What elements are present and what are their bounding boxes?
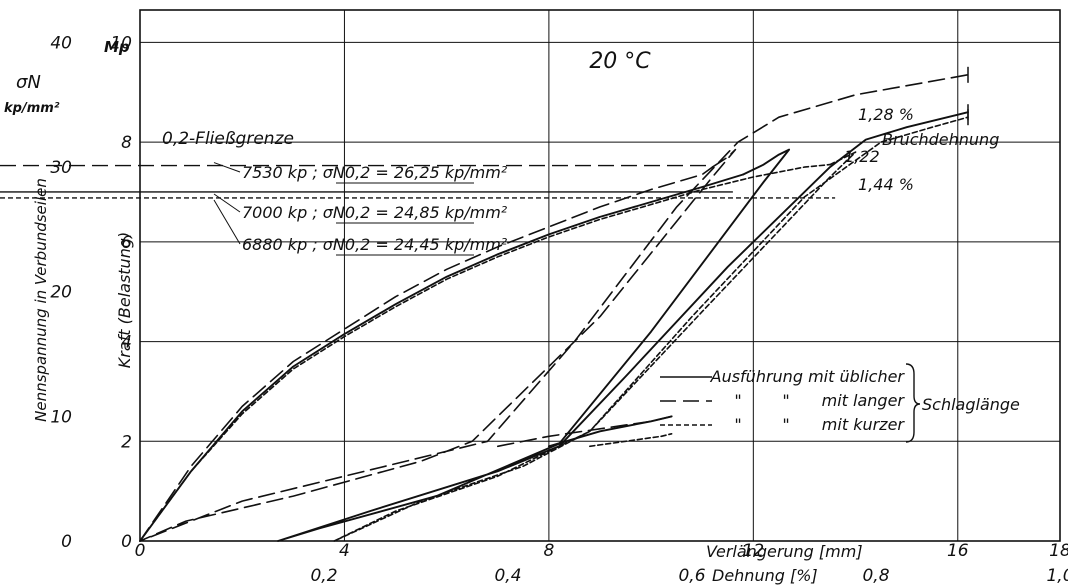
legend-text: Ausführung mit üblicher <box>710 367 906 386</box>
y-tick-label: 8 <box>121 133 132 153</box>
x-tick-label: 18 <box>1049 541 1068 561</box>
x-tick-label: 4 <box>339 541 350 561</box>
x2-axis-title: Dehnung [%] <box>712 566 818 585</box>
x-tick-label: 8 <box>543 541 554 561</box>
legend-text: mit kurzer <box>822 415 906 434</box>
yield-heading: 0,2-Fließgrenze <box>162 129 294 149</box>
y-tick-label: 6 <box>121 233 132 253</box>
y2-tick-label: 40 <box>50 33 72 53</box>
x2-tick-label: 0,2 <box>310 566 337 586</box>
yield-label: 6880 kp ; σN0,2 = 24,45 kp/mm² <box>242 235 508 254</box>
y-tick-label: 4 <box>121 333 132 353</box>
break-value-normal: 1,22 <box>844 147 880 166</box>
x-tick-label: 12 <box>743 541 765 561</box>
legend-text: mit langer <box>822 391 906 410</box>
yield-leader <box>213 193 241 213</box>
legend-brace-label: Schlaglänge <box>922 395 1020 414</box>
legend-ditto: " <box>734 415 741 434</box>
grid <box>140 10 1060 541</box>
yield-lines: 7530 kp ; σN0,2 = 26,25 kp/mm² 7000 kp ; … <box>0 162 836 256</box>
curves <box>139 66 969 542</box>
y2-tick-label: 20 <box>50 283 72 303</box>
yield-leader <box>213 199 241 245</box>
x-tick-label: 16 <box>947 541 969 561</box>
y-tick-label: 2 <box>121 432 132 452</box>
plot-frame <box>139 9 1061 542</box>
y-axis-title: Kraft (Belastung) <box>115 232 134 368</box>
x2-tick-label: 0,4 <box>494 566 521 586</box>
x-axis-title: Verlängerung [mm] <box>706 542 863 561</box>
y2-tick-label: 10 <box>50 407 72 427</box>
y-axis-unit: Mp <box>104 38 130 56</box>
series-dotted-unload_reload <box>333 116 969 542</box>
y-tick-label: 0 <box>121 532 132 552</box>
y2-axis-symbol: σN <box>16 72 41 93</box>
series-solid-loading <box>139 173 745 542</box>
series-dashed-tail <box>497 415 673 448</box>
series-solid-unload_reload <box>277 111 969 542</box>
tick-labels: 0 4 8 12 16 18 0,2 0,4 0,6 0,8 1,0 0 2 4 6 8 10 0 10 20 30 40 <box>50 33 1068 586</box>
break-value-long: 1,28 % <box>858 105 914 124</box>
legend: Schlaglänge Ausführung mit üblicher " " mit… <box>660 363 1020 443</box>
legend-ditto: " <box>734 391 741 410</box>
legend-ditto: " <box>782 391 789 410</box>
y2-tick-label: 0 <box>61 532 72 552</box>
y2-axis-title: Nennspannung in Verbundseilen <box>32 178 50 422</box>
yield-label: 7530 kp ; σN0,2 = 26,25 kp/mm² <box>242 163 508 182</box>
x2-tick-label: 1,0 <box>1046 566 1068 586</box>
y2-axis-unit: kp/mm² <box>4 101 60 116</box>
x-tick-label: 0 <box>135 541 146 561</box>
yield-label: 7000 kp ; σN0,2 = 24,85 kp/mm² <box>242 203 508 222</box>
legend-ditto: " <box>782 415 789 434</box>
y2-tick-label: 30 <box>50 158 72 178</box>
series-dashed-loading <box>139 166 714 542</box>
x2-tick-label: 0,8 <box>862 566 889 586</box>
y-tick-label: 10 <box>110 33 132 53</box>
break-label: Bruchdehnung <box>882 130 999 149</box>
legend-brace <box>905 363 921 443</box>
yield-leader <box>213 162 241 173</box>
break-value-short: 1,44 % <box>858 175 914 194</box>
x2-tick-label: 0,6 <box>678 566 705 586</box>
break-annotations: 1,28 % Bruchdehnung 1,22 1,44 % <box>844 105 999 194</box>
series-dotted-loading <box>139 163 831 542</box>
chart-title: 20 °C <box>589 49 651 74</box>
series-dotted-tail <box>589 433 673 448</box>
